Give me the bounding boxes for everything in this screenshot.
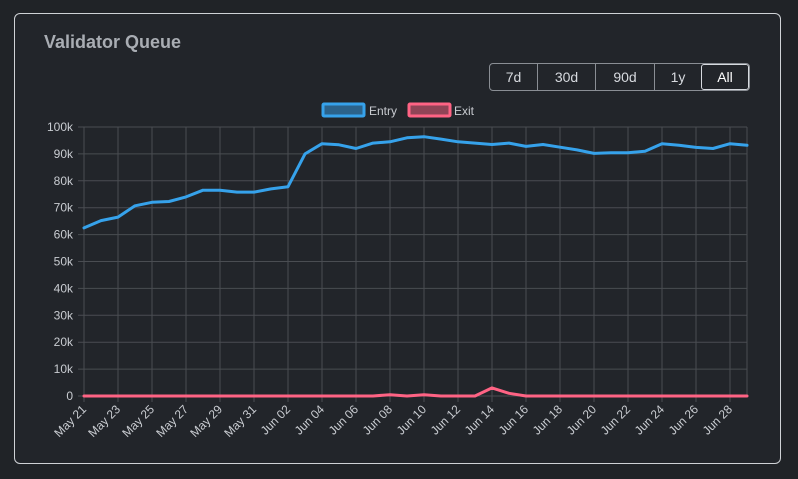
x-tick-label: Jun 16: [496, 402, 532, 438]
x-tick-label: Jun 26: [666, 402, 702, 438]
validator-queue-card: Validator Queue 7d 30d 90d 1y All: [14, 13, 781, 464]
y-tick-label: 10k: [54, 362, 74, 376]
x-tick-label: May 27: [153, 402, 191, 440]
range-button-30d[interactable]: 30d: [537, 64, 595, 90]
legend-item-exit[interactable]: Exit: [407, 102, 475, 118]
y-tick-label: 80k: [54, 174, 74, 188]
legend-swatch-entry: [321, 102, 366, 118]
x-tick-label: Jun 20: [564, 402, 600, 438]
y-tick-label: 30k: [54, 308, 74, 322]
x-tick-label: Jun 12: [428, 402, 464, 438]
chart-grid: [78, 126, 748, 402]
x-tick-label: May 23: [85, 402, 123, 440]
legend-swatch-exit: [407, 102, 452, 118]
y-tick-label: 50k: [54, 255, 74, 269]
y-tick-label: 100k: [47, 120, 74, 134]
y-tick-label: 70k: [54, 201, 74, 215]
chart-legend: Entry Exit: [321, 102, 475, 118]
x-tick-label: Jun 28: [700, 402, 736, 438]
x-tick-label: Jun 04: [292, 402, 328, 438]
chart-series: [82, 135, 749, 398]
card-title: Validator Queue: [44, 32, 182, 52]
x-tick-label: Jun 02: [258, 402, 294, 438]
x-tick-label: May 29: [187, 402, 225, 440]
series-line-entry: [82, 135, 749, 230]
y-tick-label: 60k: [54, 228, 74, 242]
x-tick-label: Jun 10: [394, 402, 430, 438]
x-tick-label: May 25: [119, 402, 157, 440]
y-tick-label: 0: [66, 389, 73, 403]
x-tick-label: May 31: [221, 402, 259, 440]
y-tick-label: 90k: [54, 147, 74, 161]
x-tick-label: Jun 22: [598, 402, 634, 438]
series-line-exit: [82, 386, 749, 398]
range-button-all[interactable]: All: [701, 64, 749, 90]
y-tick-label: 40k: [54, 281, 74, 295]
x-tick-label: Jun 18: [530, 402, 566, 438]
x-tick-label: Jun 06: [326, 402, 362, 438]
x-tick-label: Jun 08: [360, 402, 396, 438]
y-tick-label: 20k: [54, 335, 74, 349]
x-tick-label: May 21: [51, 402, 89, 440]
legend-label-entry: Entry: [369, 104, 397, 118]
range-button-7d[interactable]: 7d: [490, 64, 537, 90]
range-selector: 7d 30d 90d 1y All: [489, 63, 750, 91]
x-tick-label: Jun 24: [632, 402, 668, 438]
range-button-90d[interactable]: 90d: [595, 64, 654, 90]
y-axis: 0 10k 20k 30k 40k 50k 60k 70k 80k 90k 100k: [47, 120, 74, 403]
x-tick-label: Jun 14: [462, 402, 498, 438]
legend-item-entry[interactable]: Entry: [321, 102, 397, 118]
legend-label-exit: Exit: [454, 104, 475, 118]
range-button-1y[interactable]: 1y: [654, 64, 701, 90]
